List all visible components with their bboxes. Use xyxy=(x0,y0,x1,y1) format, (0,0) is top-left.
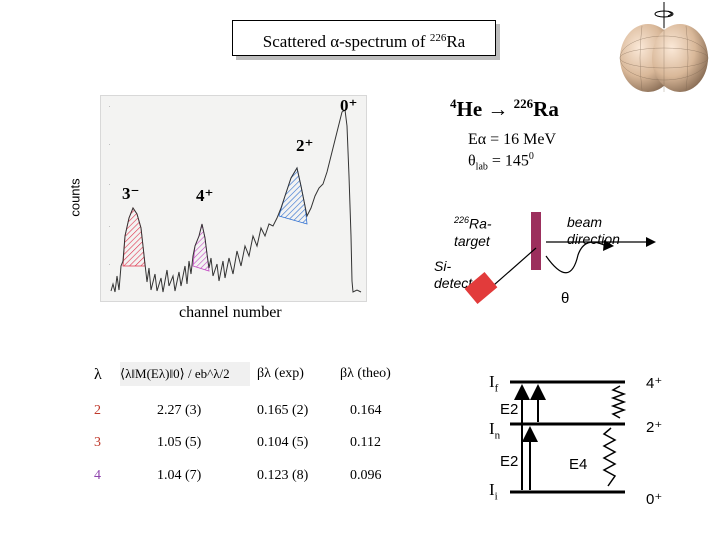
row-beta-exp: 0.165 (2) xyxy=(257,403,309,418)
y-axis-label-wrap: counts xyxy=(65,170,83,230)
reaction-arrow: → xyxy=(487,97,509,121)
level-label-ii: Ii xyxy=(489,480,498,502)
spin-label-4plus: 4⁺ xyxy=(646,375,663,392)
peak-label-0plus: 0⁺ xyxy=(340,96,358,115)
peak-label-2plus: 2⁺ xyxy=(296,136,314,155)
target-mass: 226 xyxy=(513,96,534,111)
spin-label-0plus: 0⁺ xyxy=(646,491,663,508)
title-text: Scattered α-spectrum of xyxy=(262,32,430,51)
y-axis-label: counts xyxy=(67,178,83,217)
angle-value: = 145 xyxy=(491,152,529,170)
peak-label-3minus: 3⁻ xyxy=(122,184,140,203)
in-text: I xyxy=(489,419,495,438)
beam-label-text: beam xyxy=(567,214,603,230)
angle-arc xyxy=(545,241,607,274)
if-sub: f xyxy=(494,382,499,395)
title-isotope-mass: 226 xyxy=(429,32,447,44)
projectile: He xyxy=(456,97,483,121)
decay-wave-bottom xyxy=(602,427,617,487)
deformed-nucleus-icon xyxy=(619,2,709,92)
beam-energy: Eα = 16 MeV xyxy=(468,131,557,148)
target-label-text2: target xyxy=(454,232,490,249)
row-beta-exp: 0.104 (5) xyxy=(257,435,309,450)
row-matrix-element: 2.27 (3) xyxy=(157,403,202,418)
level-label-in: In xyxy=(489,419,500,441)
ii-text: I xyxy=(489,480,495,499)
transition-label-e2-lower: E2 xyxy=(500,453,519,470)
row-beta-theo: 0.164 xyxy=(350,403,382,418)
transition-label-e2-upper: E2 xyxy=(500,401,519,418)
row-lambda: 4 xyxy=(94,468,101,483)
reaction-equation: 4He → 226Ra xyxy=(450,96,559,122)
row-lambda: 2 xyxy=(94,403,101,418)
angle-sup: 0 xyxy=(528,151,534,162)
header-lambda: λ xyxy=(94,366,102,383)
setup-diagram xyxy=(464,212,656,305)
row-beta-theo: 0.096 xyxy=(350,468,382,483)
title-isotope: Ra xyxy=(446,32,466,51)
header-matrix-element: ⟨λ‖M(Eλ)‖0⟩ / eb^λ/2 xyxy=(120,362,250,386)
angle-symbol: θ xyxy=(468,152,476,170)
si-detector xyxy=(464,271,498,305)
row-beta-theo: 0.112 xyxy=(350,435,381,450)
detector-label-text: Si- xyxy=(434,258,452,274)
angle-arc-arrowhead xyxy=(603,240,614,251)
lab-angle: θlab = 1450 xyxy=(468,151,534,173)
target-label: 226Ra- target xyxy=(454,212,492,250)
if-text: I xyxy=(489,372,495,391)
decay-wave-top xyxy=(610,385,627,419)
row-matrix-element: 1.05 (5) xyxy=(157,435,202,450)
in-sub: n xyxy=(494,429,501,442)
header-beta-exp: βλ (exp) xyxy=(257,366,304,381)
target-label-text: Ra- xyxy=(469,215,492,232)
ii-sub: i xyxy=(494,490,498,503)
theta-label: θ xyxy=(561,290,570,307)
target-label-sup: 226 xyxy=(454,215,470,225)
x-axis-label: channel number xyxy=(179,304,282,321)
row-lambda: 3 xyxy=(94,435,101,450)
slide-title: Scattered α-spectrum of 226Ra xyxy=(232,20,496,56)
angle-sub: lab xyxy=(475,161,488,173)
projectile-mass: 4 xyxy=(450,96,457,111)
beam-arrowhead xyxy=(646,237,656,247)
target-foil xyxy=(531,212,541,270)
header-beta-theo: βλ (theo) xyxy=(340,366,391,381)
alpha-spectrum-plot xyxy=(100,95,367,302)
spin-label-2plus: 2⁺ xyxy=(646,419,663,436)
level-label-if: If xyxy=(489,372,498,394)
target-nucleus: Ra xyxy=(533,97,559,121)
peak-label-4plus: 4⁺ xyxy=(196,186,214,205)
row-beta-exp: 0.123 (8) xyxy=(257,468,309,483)
row-matrix-element: 1.04 (7) xyxy=(157,468,202,483)
transition-label-e4: E4 xyxy=(569,456,588,473)
level-scheme xyxy=(510,380,627,494)
